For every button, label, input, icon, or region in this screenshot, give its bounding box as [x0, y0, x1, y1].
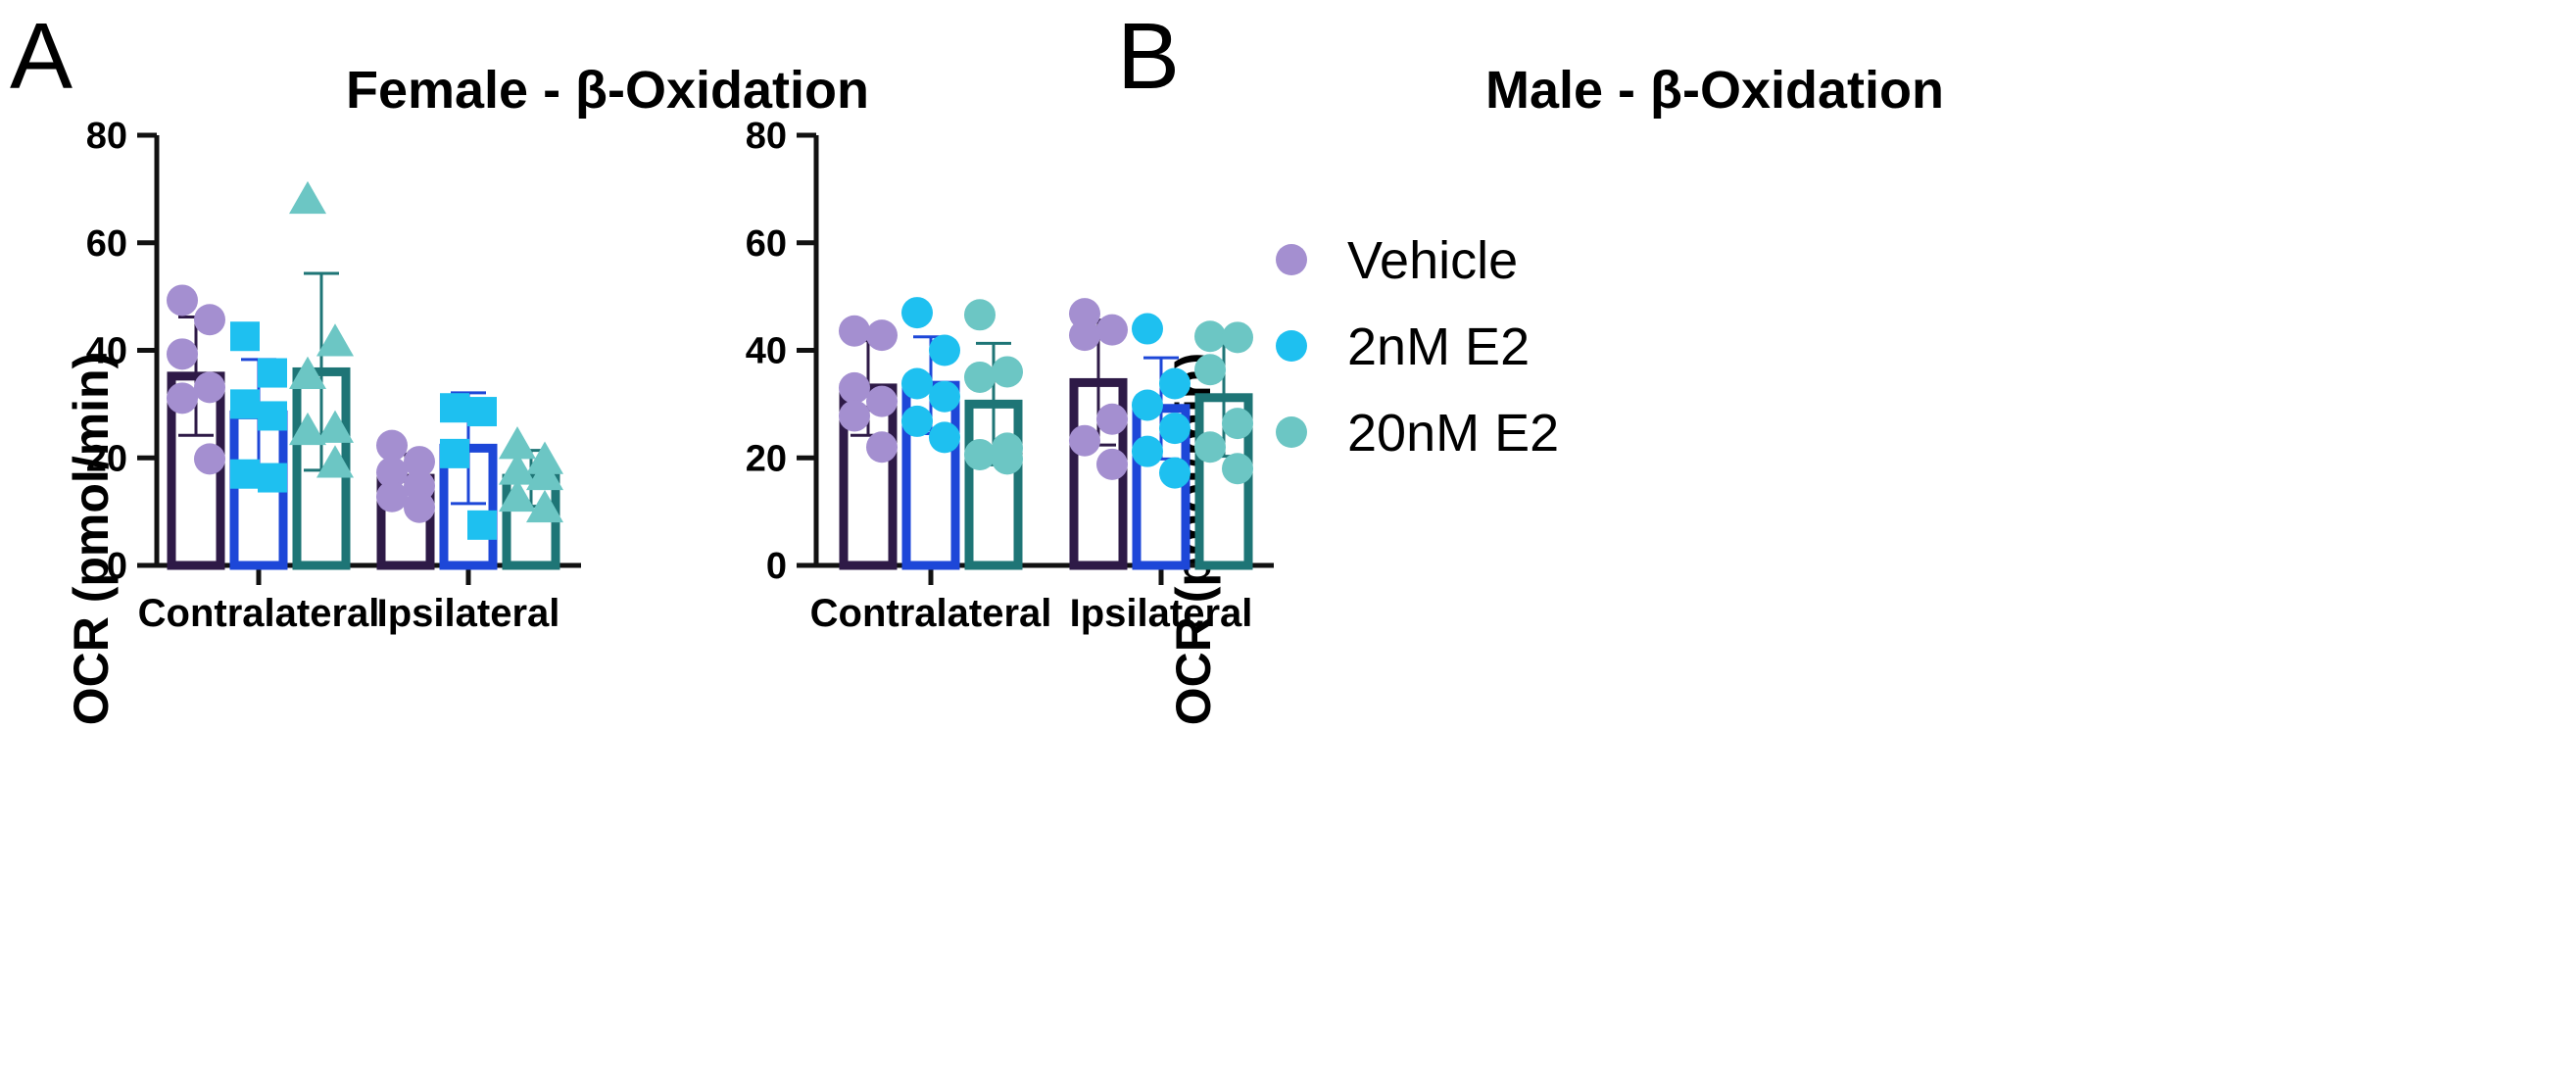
data-point [499, 426, 536, 460]
data-point [289, 356, 326, 389]
category-label: Ipsilateral [377, 592, 560, 635]
data-point [964, 299, 996, 331]
data-point [499, 478, 536, 512]
legend-marker [1276, 330, 1307, 362]
data-point [376, 480, 408, 512]
data-point [1096, 314, 1128, 346]
data-point [1069, 319, 1100, 352]
data-point [929, 421, 960, 454]
data-point [839, 371, 870, 404]
y-tick-label: 40 [86, 331, 127, 372]
data-point [467, 510, 497, 540]
data-point [376, 457, 408, 489]
data-point [929, 380, 960, 413]
data-point [1096, 403, 1128, 435]
data-point [1159, 457, 1191, 489]
category-label: Contralateral [810, 592, 1052, 635]
data-point [866, 385, 898, 417]
data-point [258, 463, 287, 493]
y-tick-label: 20 [86, 438, 127, 479]
data-point [901, 297, 933, 329]
data-point [526, 489, 563, 523]
data-point [1222, 453, 1253, 485]
data-point [1132, 435, 1163, 467]
data-point [194, 304, 225, 336]
data-point [1096, 448, 1128, 480]
plot-male: 0 20 40 60 80 Contralateral Ipsilateral [746, 116, 1274, 635]
data-point [929, 334, 960, 366]
data-point [964, 438, 996, 470]
y-tick-label: 0 [766, 546, 787, 587]
y-tick-label: 20 [746, 438, 787, 479]
chart-title-male: Male - β-Oxidation [1485, 61, 1944, 120]
data-point [1194, 431, 1226, 463]
data-point [1159, 367, 1191, 400]
y-tick-label: 0 [107, 546, 127, 587]
data-point [839, 400, 870, 432]
y-tick-label: 80 [746, 116, 787, 157]
data-point [440, 438, 469, 468]
data-point [230, 459, 260, 489]
data-point [167, 382, 198, 415]
category-label: Contralateral [138, 592, 380, 635]
data-point [194, 443, 225, 475]
data-point [404, 491, 435, 523]
data-point [499, 452, 536, 485]
data-point [440, 393, 469, 423]
data-point [526, 457, 563, 491]
data-point [316, 323, 354, 357]
data-point [1069, 298, 1100, 330]
data-point [316, 410, 354, 443]
data-point [167, 338, 198, 370]
data-point [1222, 321, 1253, 354]
data-point [1194, 320, 1226, 353]
data-point [1159, 413, 1191, 445]
y-tick-label: 60 [746, 223, 787, 265]
category-label: Ipsilateral [1070, 592, 1253, 635]
data-point [901, 367, 933, 400]
legend-label: 2nM E2 [1347, 317, 1530, 376]
legend-marker [1276, 416, 1307, 448]
data-point [992, 443, 1023, 475]
y-tick-label: 80 [86, 116, 127, 157]
data-point [839, 315, 870, 347]
data-point [1132, 313, 1163, 345]
data-point [376, 429, 408, 462]
y-tick-label: 40 [746, 331, 787, 372]
data-point [230, 389, 260, 419]
legend-marker [1276, 244, 1307, 275]
legend-label: 20nM E2 [1347, 404, 1559, 463]
data-point [964, 361, 996, 393]
data-point [467, 397, 497, 427]
legend: Vehicle 2nM E2 20nM E2 [1276, 231, 1559, 463]
data-point [1194, 354, 1226, 386]
data-point [316, 445, 354, 478]
data-point [404, 469, 435, 502]
data-point [901, 405, 933, 437]
data-point [866, 319, 898, 352]
data-point [258, 358, 287, 388]
panel-letter-b: B [1117, 4, 1180, 109]
data-point [258, 401, 287, 431]
data-point [866, 431, 898, 463]
data-point [289, 412, 326, 446]
data-point [992, 356, 1023, 388]
data-point [1132, 389, 1163, 421]
data-point [194, 371, 225, 404]
data-point [1222, 408, 1253, 440]
panel-letter-a: A [10, 4, 73, 109]
data-point [230, 321, 260, 352]
data-point [167, 284, 198, 317]
data-point [289, 180, 326, 215]
data-point [404, 446, 435, 478]
y-tick-label: 60 [86, 223, 127, 265]
legend-label: Vehicle [1347, 231, 1518, 290]
data-point [1069, 424, 1100, 457]
chart-title-female: Female - β-Oxidation [346, 61, 869, 120]
y-axis-label-female: OCR (pmol/min) [64, 353, 119, 726]
